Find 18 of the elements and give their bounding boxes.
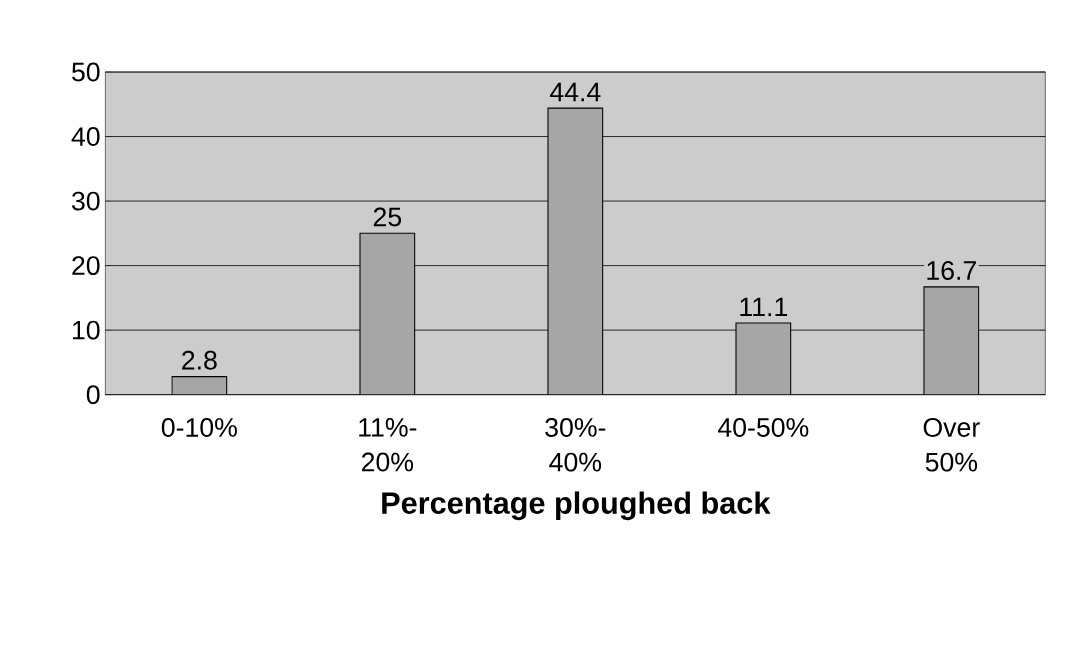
data-label: 44.4 xyxy=(549,82,601,102)
data-label: 2.8 xyxy=(182,350,217,370)
x-tick-label: 30%-40% xyxy=(545,418,606,472)
x-tick-label: Over 50% xyxy=(923,418,980,472)
y-tick-label: 20 xyxy=(72,256,100,276)
y-tick-label: 40 xyxy=(71,127,100,146)
data-label: 16.7 xyxy=(927,261,976,280)
data-label: 25 xyxy=(373,207,402,227)
data-label: 11.1 xyxy=(740,297,787,317)
y-tick-label: 30 xyxy=(71,191,100,211)
bar xyxy=(171,376,228,395)
x-axis-title: Percentage ploughed back xyxy=(382,491,771,521)
x-tick-label: 11%-20% xyxy=(359,418,417,472)
x-tick-label: 40-50% xyxy=(717,418,809,437)
x-tick-label: 0-10% xyxy=(161,418,237,437)
y-tick-label: 50 xyxy=(72,62,100,82)
y-tick-label: 10 xyxy=(72,320,100,340)
y-tick-label: 0 xyxy=(86,385,100,405)
